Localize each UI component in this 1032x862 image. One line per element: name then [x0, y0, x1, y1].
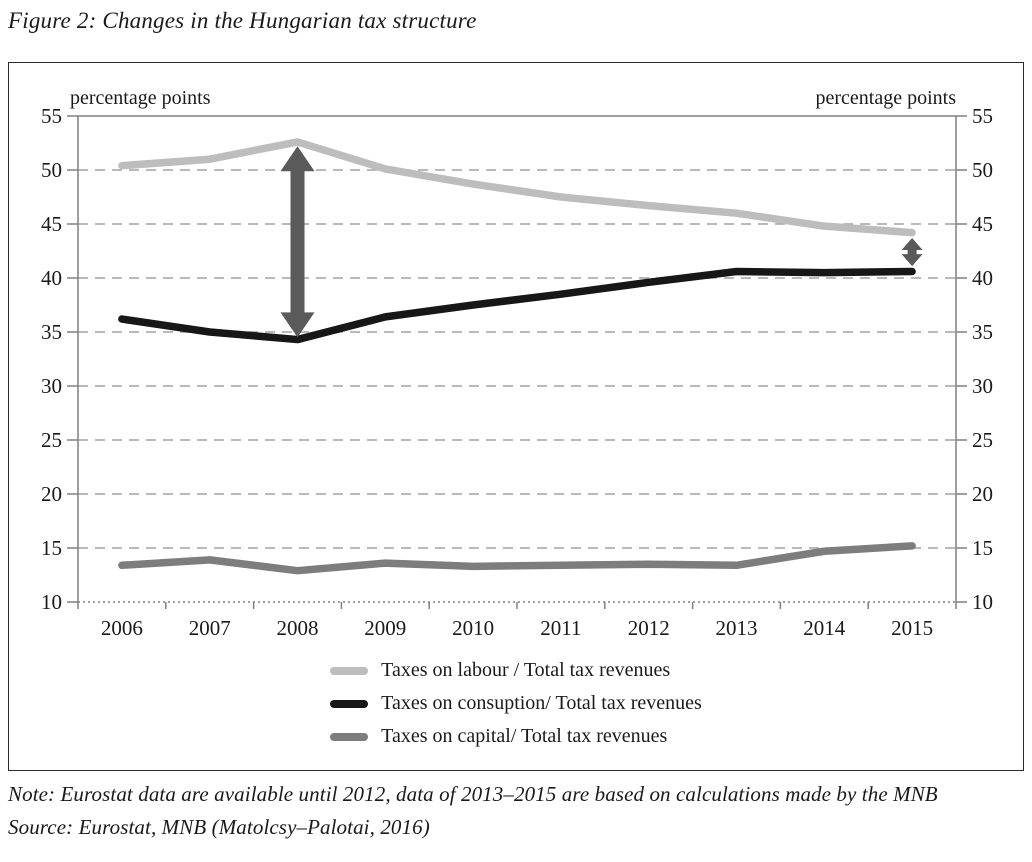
series-line [118, 138, 916, 237]
legend-item-labour: Taxes on labour / Total tax revenues [330, 654, 702, 687]
svg-text:10: 10 [972, 590, 993, 614]
svg-text:2014: 2014 [803, 616, 846, 640]
svg-text:2009: 2009 [364, 616, 406, 640]
legend-item-consumption: Taxes on consuption/ Total tax revenues [330, 687, 702, 720]
chart-frame: 55 55 50 50 45 45 40 40 35 35 30 30 25 25 20 20 15 15 10 10… [8, 62, 1024, 771]
legend-label: Taxes on labour / Total tax revenues [381, 659, 671, 681]
svg-text:35: 35 [972, 320, 993, 344]
svg-text:30: 30 [972, 374, 993, 398]
figure-title: Figure 2: Changes in the Hungarian tax s… [8, 8, 477, 33]
svg-text:2008: 2008 [277, 616, 319, 640]
svg-text:55: 55 [972, 104, 993, 128]
series-line [118, 267, 916, 344]
svg-text:45: 45 [41, 212, 62, 236]
legend-label: Taxes on capital/ Total tax revenues [381, 725, 668, 747]
series-line [118, 542, 916, 575]
svg-text:2007: 2007 [189, 616, 231, 640]
svg-text:2015: 2015 [891, 616, 933, 640]
svg-text:20: 20 [972, 482, 993, 506]
svg-text:15: 15 [972, 536, 993, 560]
svg-text:2010: 2010 [452, 616, 494, 640]
svg-text:10: 10 [41, 590, 62, 614]
consumption-line-swatch [330, 699, 369, 708]
double-arrow-icon [901, 238, 923, 267]
svg-text:50: 50 [41, 158, 62, 182]
axes [67, 115, 967, 609]
svg-text:45: 45 [972, 212, 993, 236]
legend-label: Taxes on consuption/ Total tax revenues [381, 692, 702, 714]
data-series [118, 138, 916, 575]
svg-text:2013: 2013 [716, 616, 758, 640]
legend-item-capital: Taxes on capital/ Total tax revenues [330, 720, 702, 753]
svg-text:35: 35 [41, 320, 62, 344]
svg-text:30: 30 [41, 374, 62, 398]
double-arrow-icon [280, 146, 315, 338]
svg-text:55: 55 [41, 104, 62, 128]
svg-text:2011: 2011 [540, 616, 581, 640]
svg-text:15: 15 [41, 536, 62, 560]
figure-note: Note: Eurostat data are available until … [8, 782, 938, 806]
svg-text:25: 25 [972, 428, 993, 452]
y-axis-caption-left: percentage points [70, 87, 211, 109]
y-axis-caption-right: percentage points [815, 87, 957, 109]
gap-arrows [280, 146, 923, 338]
labour-line-swatch [330, 666, 369, 675]
svg-text:25: 25 [41, 428, 62, 452]
svg-text:40: 40 [41, 266, 62, 290]
capital-line-swatch [330, 732, 369, 741]
legend: Taxes on labour / Total tax revenues Tax… [9, 654, 1023, 753]
svg-text:40: 40 [972, 266, 993, 290]
svg-text:50: 50 [972, 158, 993, 182]
figure-source: Source: Eurostat, MNB (Matolcsy–Palotai,… [8, 815, 430, 839]
svg-text:20: 20 [41, 482, 62, 506]
svg-text:2006: 2006 [101, 616, 143, 640]
svg-text:2012: 2012 [628, 616, 670, 640]
